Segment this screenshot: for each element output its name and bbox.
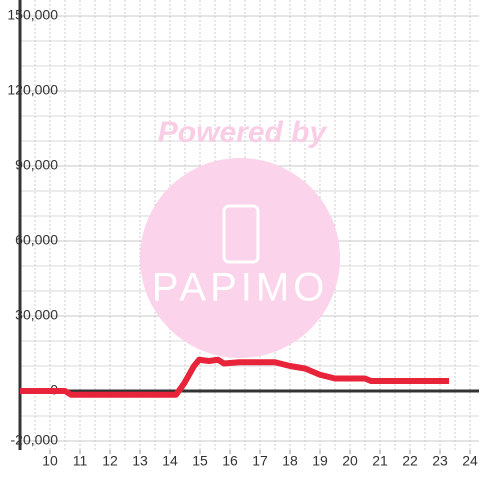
x-tick-label: 12	[102, 453, 118, 469]
x-tick-label: 13	[132, 453, 148, 469]
y-tick-label: 90,000	[15, 157, 58, 173]
x-tick-label: 11	[73, 453, 88, 469]
y-tick-label: 30,000	[15, 307, 58, 323]
watermark: Powered by PAPIMO	[140, 116, 340, 358]
y-tick-label: 120,000	[7, 82, 58, 98]
x-tick-label: 17	[252, 453, 268, 469]
x-tick-label: 22	[402, 453, 418, 469]
x-tick-label: 19	[312, 453, 328, 469]
line-series	[20, 356, 449, 398]
x-tick-label: 14	[162, 453, 178, 469]
x-tick-label: 21	[372, 453, 388, 469]
watermark-title: Powered by	[158, 116, 328, 149]
x-tick-label: 16	[222, 453, 238, 469]
y-tick-label: -20,000	[11, 432, 59, 448]
plot: -20,000030,00060,00090,000120,000150,000…	[7, 0, 479, 469]
x-tick-label: 24	[462, 453, 478, 469]
x-tick-label: 15	[192, 453, 208, 469]
y-tick-label: 150,000	[7, 7, 58, 23]
x-tick-label: 10	[42, 453, 58, 469]
watermark-circle	[140, 158, 340, 358]
x-tick-label: 18	[282, 453, 298, 469]
watermark-icon	[222, 204, 260, 264]
watermark-logo: PAPIMO	[152, 266, 329, 310]
x-tick-label: 20	[342, 453, 358, 469]
x-tick-label: 23	[432, 453, 448, 469]
y-tick-label: 60,000	[15, 232, 58, 248]
